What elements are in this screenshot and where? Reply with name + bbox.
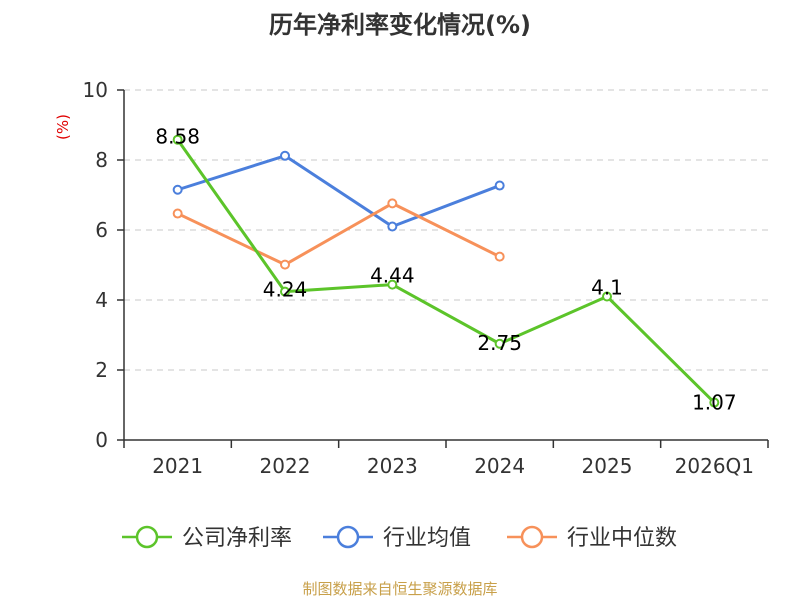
y-tick-label: 8 bbox=[95, 148, 108, 172]
legend[interactable]: 公司净利率 行业均值 行业中位数 bbox=[122, 525, 677, 551]
data-point[interactable] bbox=[280, 286, 290, 297]
legend-marker-2 bbox=[520, 525, 544, 549]
x-tick-label: 2024 bbox=[474, 454, 525, 478]
data-label: 2.75 bbox=[477, 331, 522, 355]
data-label: 4.1 bbox=[591, 276, 623, 300]
x-tick-label: 2026Q1 bbox=[675, 454, 754, 478]
data-point[interactable] bbox=[387, 198, 398, 209]
y-tick-label: 2 bbox=[95, 358, 108, 382]
data-point[interactable] bbox=[172, 134, 183, 145]
y-tick-label: 4 bbox=[95, 288, 108, 312]
data-point[interactable] bbox=[602, 291, 612, 302]
series-line-1 bbox=[177, 154, 501, 228]
data-point[interactable] bbox=[494, 251, 505, 262]
axes: 0 2 4 6 8 10 2021 2022 2023 2024 2025 2026Q1 bbox=[83, 78, 769, 478]
y-tick-label: 0 bbox=[95, 428, 108, 452]
data-point[interactable] bbox=[709, 397, 720, 408]
data-point[interactable] bbox=[494, 180, 505, 191]
x-tick-label: 2025 bbox=[582, 454, 633, 478]
legend-marker-1 bbox=[336, 525, 360, 549]
data-point[interactable] bbox=[172, 184, 183, 195]
series-layer bbox=[172, 134, 720, 408]
y-axis-label: (%) bbox=[54, 114, 72, 140]
data-label: 4.44 bbox=[370, 264, 415, 288]
legend-label-1[interactable]: 行业均值 bbox=[383, 526, 471, 551]
series-line-0 bbox=[176, 138, 716, 404]
data-label: 4.24 bbox=[263, 278, 308, 302]
data-point[interactable] bbox=[494, 338, 505, 349]
data-point[interactable] bbox=[280, 150, 290, 161]
x-tick-label: 2022 bbox=[260, 454, 311, 478]
x-tick-label: 2023 bbox=[367, 454, 418, 478]
data-labels: 8.58 4.24 4.44 2.75 4.1 1.07 bbox=[155, 125, 736, 415]
legend-marker-0 bbox=[135, 525, 159, 549]
y-tick-label: 6 bbox=[95, 218, 108, 242]
data-label: 1.07 bbox=[692, 391, 737, 415]
legend-label-0[interactable]: 公司净利率 bbox=[182, 526, 292, 551]
data-point[interactable] bbox=[172, 208, 183, 219]
data-point[interactable] bbox=[387, 279, 398, 290]
legend-label-2[interactable]: 行业中位数 bbox=[567, 526, 677, 551]
chart-title: 历年净利率变化情况(%) bbox=[269, 11, 531, 39]
source-note: 制图数据来自恒生聚源数据库 bbox=[302, 580, 497, 598]
data-point[interactable] bbox=[280, 259, 290, 270]
data-point[interactable] bbox=[387, 221, 398, 232]
series-line-2 bbox=[177, 201, 501, 267]
y-tick-label: 10 bbox=[83, 78, 108, 102]
x-tick-label: 2021 bbox=[152, 454, 203, 478]
data-label: 8.58 bbox=[155, 125, 200, 149]
